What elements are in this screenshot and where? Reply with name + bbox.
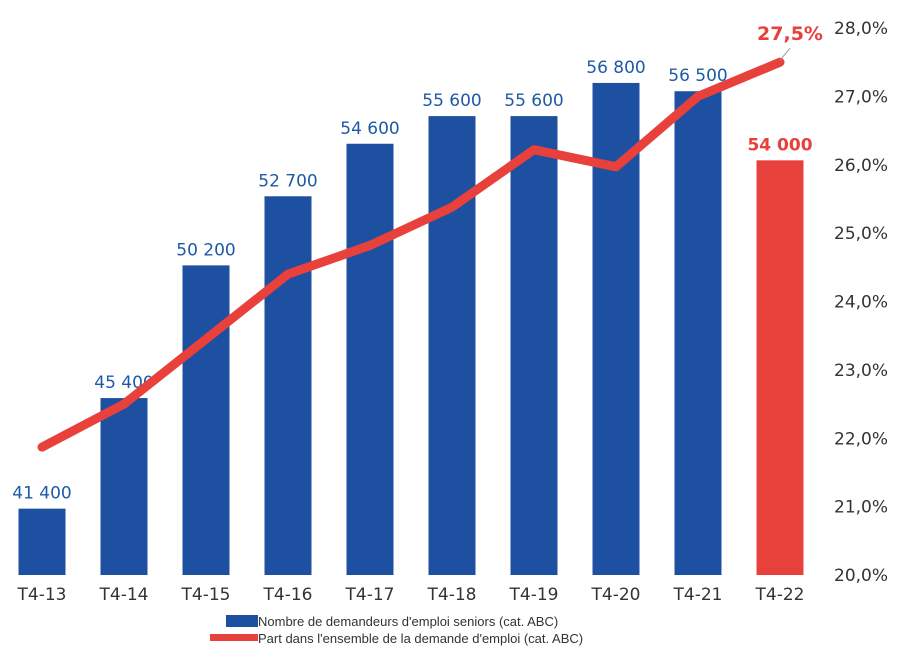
right-axis-tick-4: 24,0% — [834, 293, 888, 313]
x-tick-label-t4-15: T4-15 — [181, 585, 231, 605]
legend-swatch-bars — [226, 615, 258, 627]
right-axis-tick-0: 20,0% — [834, 566, 888, 586]
line-point-t4-16 — [287, 273, 289, 275]
line-last-label-group: 27,5% — [757, 23, 823, 61]
x-tick-label-t4-17: T4-17 — [345, 585, 395, 605]
bar-value-label-t4-17: 54 600 — [340, 119, 399, 139]
bar-t4-22 — [756, 160, 804, 575]
line-point-t4-13 — [41, 446, 43, 448]
right-axis-tick-2: 22,0% — [834, 429, 888, 449]
x-tick-label-t4-22: T4-22 — [755, 585, 805, 605]
line-point-t4-19 — [533, 149, 535, 151]
bar-value-label-t4-15: 50 200 — [176, 240, 235, 260]
line-point-t4-22 — [779, 61, 781, 63]
bar-value-label-t4-20: 56 800 — [586, 58, 645, 78]
legend-label-line: Part dans l'ensemble de la demande d'emp… — [258, 631, 583, 646]
right-axis-tick-labels-group: 20,0% 21,0% 22,0% 23,0% 24,0% 25,0% 26,0% 27,0%… — [834, 19, 888, 586]
x-tick-label-t4-14: T4-14 — [99, 585, 149, 605]
bar-value-label-t4-13: 41 400 — [12, 484, 71, 504]
bar-value-label-t4-16: 52 700 — [258, 171, 317, 191]
right-axis-tick-8: 28,0% — [834, 19, 888, 39]
bar-t4-15 — [182, 265, 230, 575]
line-point-t4-18 — [451, 206, 453, 208]
bars-group — [18, 82, 804, 576]
right-axis-tick-3: 23,0% — [834, 361, 888, 381]
bar-t4-17 — [346, 143, 394, 575]
bar-value-label-t4-22: 54 000 — [747, 135, 812, 155]
right-axis-tick-5: 25,0% — [834, 224, 888, 244]
x-tick-label-t4-19: T4-19 — [509, 585, 559, 605]
bar-t4-18 — [428, 116, 476, 575]
legend: Nombre de demandeurs d'emploi seniors (c… — [210, 614, 583, 646]
line-point-t4-14 — [123, 403, 125, 405]
legend-label-bars: Nombre de demandeurs d'emploi seniors (c… — [258, 614, 558, 629]
x-tick-label-t4-20: T4-20 — [591, 585, 641, 605]
line-point-t4-15 — [205, 338, 207, 340]
bar-t4-21 — [674, 91, 722, 576]
right-axis-tick-7: 27,0% — [834, 87, 888, 107]
bar-t4-16 — [264, 196, 312, 575]
bar-t4-14 — [100, 398, 148, 575]
bar-value-label-t4-18: 55 600 — [422, 91, 481, 111]
line-last-value-label: 27,5% — [757, 23, 823, 45]
bar-t4-13 — [18, 508, 66, 575]
x-tick-label-t4-21: T4-21 — [673, 585, 723, 605]
right-axis-tick-6: 26,0% — [834, 156, 888, 176]
x-tick-labels-group: T4-13 T4-14 T4-15 T4-16 T4-17 T4-18 T4-19 T4-20… — [17, 585, 805, 605]
x-tick-label-t4-16: T4-16 — [263, 585, 313, 605]
bar-value-label-t4-21: 56 500 — [668, 66, 727, 86]
line-label-leader — [779, 47, 791, 61]
bar-value-label-t4-19: 55 600 — [504, 91, 563, 111]
right-axis-tick-1: 21,0% — [834, 498, 888, 518]
bar-t4-19 — [510, 116, 558, 575]
line-series-group — [37, 57, 785, 452]
x-tick-label-t4-18: T4-18 — [427, 585, 477, 605]
line-point-t4-17 — [369, 244, 371, 246]
line-point-t4-20 — [615, 166, 617, 168]
line-point-t4-21 — [697, 95, 699, 97]
x-tick-label-t4-13: T4-13 — [17, 585, 67, 605]
share-line — [37, 57, 785, 452]
legend-swatch-line — [210, 634, 258, 641]
